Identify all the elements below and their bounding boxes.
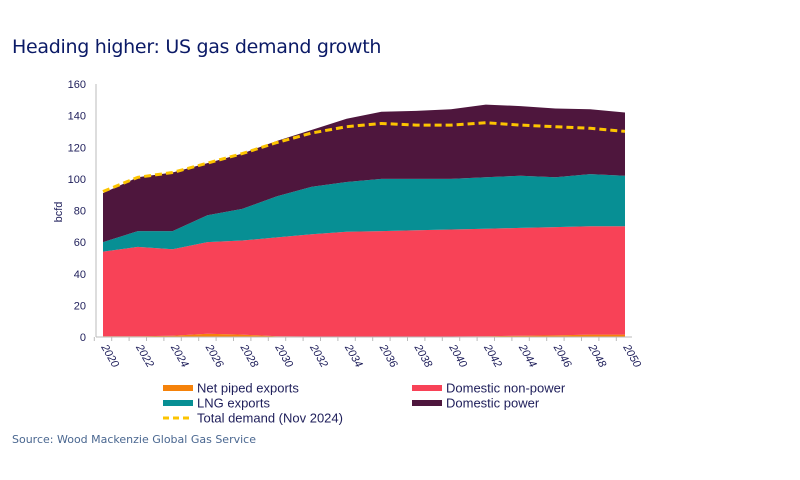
x-tick-label: 2026 [202,342,226,371]
x-tick-label: 2034 [342,342,365,370]
x-tick-label: 2028 [237,342,261,371]
x-tick-label: 2042 [481,342,504,370]
legend-label-net-piped-exports: Net piped exports [197,381,299,396]
y-tick-label: 60 [74,237,86,249]
y-tick-label: 100 [68,174,86,186]
x-tick-label: 2032 [307,342,330,370]
legend-swatch-domestic-non-power [412,385,442,391]
area-domestic-power [103,104,625,243]
x-tick-label: 2046 [550,342,574,371]
area-net-piped-exports [103,333,625,337]
y-tick-label: 140 [68,111,86,123]
y-tick-label: 40 [74,269,86,281]
total-demand-line [102,121,626,193]
legend-swatch-domestic-power [412,400,442,406]
x-tick-label: 2040 [446,342,470,371]
y-tick-label: 80 [74,206,86,218]
x-tick-label: 2038 [411,342,435,371]
y-axis-label: bcfd [53,202,65,223]
area-domestic-non-power [103,226,625,337]
x-tick-label: 2048 [585,342,609,371]
x-tick-label: 2020 [98,342,122,371]
legend-swatch-lng-exports [163,400,193,406]
legend-swatch-net-piped-exports [163,385,193,391]
area-lng-exports [103,174,625,252]
y-tick-label: 120 [68,142,86,154]
x-tick-label: 2050 [620,342,644,371]
x-tick-label: 2030 [272,342,296,371]
y-tick-label: 160 [68,79,86,91]
x-tick-label: 2036 [376,342,400,371]
x-tick-label: 2022 [133,342,156,370]
legend-label-domestic-non-power: Domestic non-power [446,381,566,396]
x-tick-label: 2024 [168,342,191,370]
legend-label-total-demand-nov-2024-: Total demand (Nov 2024) [197,411,343,426]
source-note: Source: Wood Mackenzie Global Gas Servic… [12,433,256,446]
chart-title: Heading higher: US gas demand growth [12,36,382,58]
legend-label-domestic-power: Domestic power [446,396,540,411]
y-tick-label: 0 [80,332,86,344]
legend-label-lng-exports: LNG exports [197,396,270,411]
x-tick-label: 2044 [516,342,539,370]
y-tick-label: 20 [74,300,86,312]
